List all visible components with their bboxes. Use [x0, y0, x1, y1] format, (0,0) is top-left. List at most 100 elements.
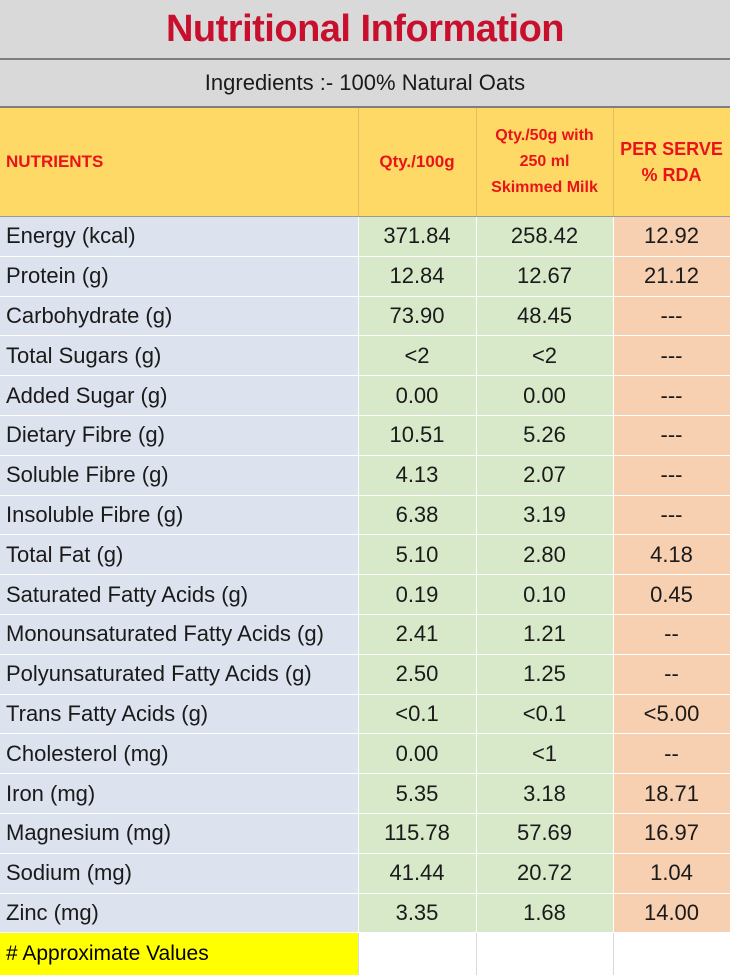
nutrient-name: Monounsaturated Fatty Acids (g) — [0, 614, 359, 655]
table-row: Total Sugars (g) <2 <2 --- — [0, 335, 730, 377]
qty-100g-value: <2 — [358, 335, 477, 377]
nutrition-table: NUTRIENTS Qty./100g Qty./50g with 250 ml… — [0, 108, 730, 975]
qty-serve-value: 2.07 — [476, 455, 614, 496]
ingredients-line: Ingredients :- 100% Natural Oats — [0, 60, 730, 108]
table-row: Magnesium (mg) 115.78 57.69 16.97 — [0, 813, 730, 854]
qty-serve-value: 0.10 — [476, 574, 614, 615]
header-qty-serve-line1: Qty./50g with — [495, 127, 594, 144]
qty-serve-value: 1.21 — [476, 614, 614, 655]
qty-100g-value: 371.84 — [358, 216, 477, 257]
qty-serve-value: 3.18 — [476, 773, 614, 814]
qty-serve-value: 1.25 — [476, 654, 614, 695]
qty-serve-value: 0.00 — [476, 375, 614, 416]
nutrient-name: Total Fat (g) — [0, 534, 359, 576]
footnote: # Approximate Values — [0, 932, 359, 975]
qty-serve-value: 57.69 — [476, 813, 614, 854]
qty-serve-value: 5.26 — [476, 415, 614, 456]
rda-value: 14.00 — [613, 893, 730, 934]
rda-value: <5.00 — [613, 694, 730, 735]
nutrient-name: Polyunsaturated Fatty Acids (g) — [0, 654, 359, 695]
rda-value: 1.04 — [613, 853, 730, 894]
footnote-row: # Approximate Values — [0, 932, 730, 975]
rda-value: --- — [613, 375, 730, 416]
rda-value: --- — [613, 335, 730, 377]
qty-100g-value: 41.44 — [358, 853, 477, 894]
qty-100g-value: 73.90 — [358, 296, 477, 337]
nutrient-name: Iron (mg) — [0, 773, 359, 814]
header-qty-serve-line3: Skimmed Milk — [491, 179, 598, 196]
rda-value: --- — [613, 495, 730, 536]
qty-serve-value: <2 — [476, 335, 614, 377]
qty-100g-value: <0.1 — [358, 694, 477, 735]
table-row: Monounsaturated Fatty Acids (g) 2.41 1.21-… — [0, 614, 730, 655]
nutrient-name: Added Sugar (g) — [0, 375, 359, 416]
qty-100g-value: 0.00 — [358, 375, 477, 416]
rda-value: -- — [613, 614, 730, 655]
qty-100g-value: 5.35 — [358, 773, 477, 814]
qty-100g-value: 10.51 — [358, 415, 477, 456]
nutrient-name: Magnesium (mg) — [0, 813, 359, 854]
nutrient-name: Soluble Fibre (g) — [0, 455, 359, 496]
rda-value: -- — [613, 654, 730, 695]
header-rda: PER SERVE % RDA — [613, 108, 730, 217]
header-rda-line1: PER SERVE — [620, 139, 723, 159]
table-row: Added Sugar (g) 0.00 0.00 --- — [0, 375, 730, 416]
nutrient-name: Protein (g) — [0, 256, 359, 297]
table-row: Trans Fatty Acids (g) <0.1 <0.1 <5.00 — [0, 694, 730, 735]
rda-value: --- — [613, 415, 730, 456]
nutrient-name: Cholesterol (mg) — [0, 733, 359, 775]
header-qty-100g: Qty./100g — [358, 108, 477, 217]
qty-100g-value: 3.35 — [358, 893, 477, 934]
qty-100g-value: 0.19 — [358, 574, 477, 615]
rda-value: --- — [613, 296, 730, 337]
qty-serve-value: 12.67 — [476, 256, 614, 297]
qty-serve-value: 3.19 — [476, 495, 614, 536]
nutrient-name: Energy (kcal) — [0, 216, 359, 257]
table-row: Total Fat (g) 5.10 2.80 4.18 — [0, 534, 730, 576]
table-row: Iron (mg) 5.35 3.18 18.71 — [0, 773, 730, 814]
qty-100g-value: 2.50 — [358, 654, 477, 695]
nutrient-name: Sodium (mg) — [0, 853, 359, 894]
nutrient-name: Saturated Fatty Acids (g) — [0, 574, 359, 615]
nutrient-name: Zinc (mg) — [0, 893, 359, 934]
table-row: Sodium (mg) 41.44 20.72 1.04 — [0, 853, 730, 894]
footnote-empty-cell — [476, 932, 614, 975]
qty-serve-value: 2.80 — [476, 534, 614, 576]
nutrient-name: Total Sugars (g) — [0, 335, 359, 377]
rda-value: 12.92 — [613, 216, 730, 257]
table-row: Insoluble Fibre (g) 6.38 3.19 --- — [0, 495, 730, 536]
qty-serve-value: 1.68 — [476, 893, 614, 934]
rda-value: --- — [613, 455, 730, 496]
table-row: Soluble Fibre (g) 4.13 2.07 --- — [0, 455, 730, 496]
qty-100g-value: 12.84 — [358, 256, 477, 297]
table-row: Energy (kcal) 371.84 258.42 12.92 — [0, 216, 730, 257]
table-row: Dietary Fibre (g) 10.51 5.26 --- — [0, 415, 730, 456]
footnote-empty-cell — [613, 932, 730, 975]
nutrient-name: Insoluble Fibre (g) — [0, 495, 359, 536]
qty-serve-value: <1 — [476, 733, 614, 775]
qty-100g-value: 5.10 — [358, 534, 477, 576]
nutrient-name: Dietary Fibre (g) — [0, 415, 359, 456]
nutrient-name: Trans Fatty Acids (g) — [0, 694, 359, 735]
rda-value: -- — [613, 733, 730, 775]
qty-100g-value: 6.38 — [358, 495, 477, 536]
rda-value: 0.45 — [613, 574, 730, 615]
header-nutrients: NUTRIENTS — [0, 108, 359, 217]
table-row: Protein (g) 12.84 12.67 21.12 — [0, 256, 730, 297]
footnote-empty-cell — [358, 932, 477, 975]
qty-serve-value: 48.45 — [476, 296, 614, 337]
header-rda-line2: % RDA — [641, 165, 702, 185]
nutrient-name: Carbohydrate (g) — [0, 296, 359, 337]
header-qty-serve: Qty./50g with 250 ml Skimmed Milk — [476, 108, 614, 217]
table-row: Carbohydrate (g) 73.90 48.45 --- — [0, 296, 730, 337]
qty-serve-value: 258.42 — [476, 216, 614, 257]
qty-serve-value: <0.1 — [476, 694, 614, 735]
rda-value: 21.12 — [613, 256, 730, 297]
table-row: Polyunsaturated Fatty Acids (g) 2.50 1.25-… — [0, 654, 730, 695]
rda-value: 18.71 — [613, 773, 730, 814]
page-title: Nutritional Information — [0, 0, 730, 60]
qty-serve-value: 20.72 — [476, 853, 614, 894]
qty-100g-value: 4.13 — [358, 455, 477, 496]
table-row: Cholesterol (mg) 0.00 <1 -- — [0, 733, 730, 775]
